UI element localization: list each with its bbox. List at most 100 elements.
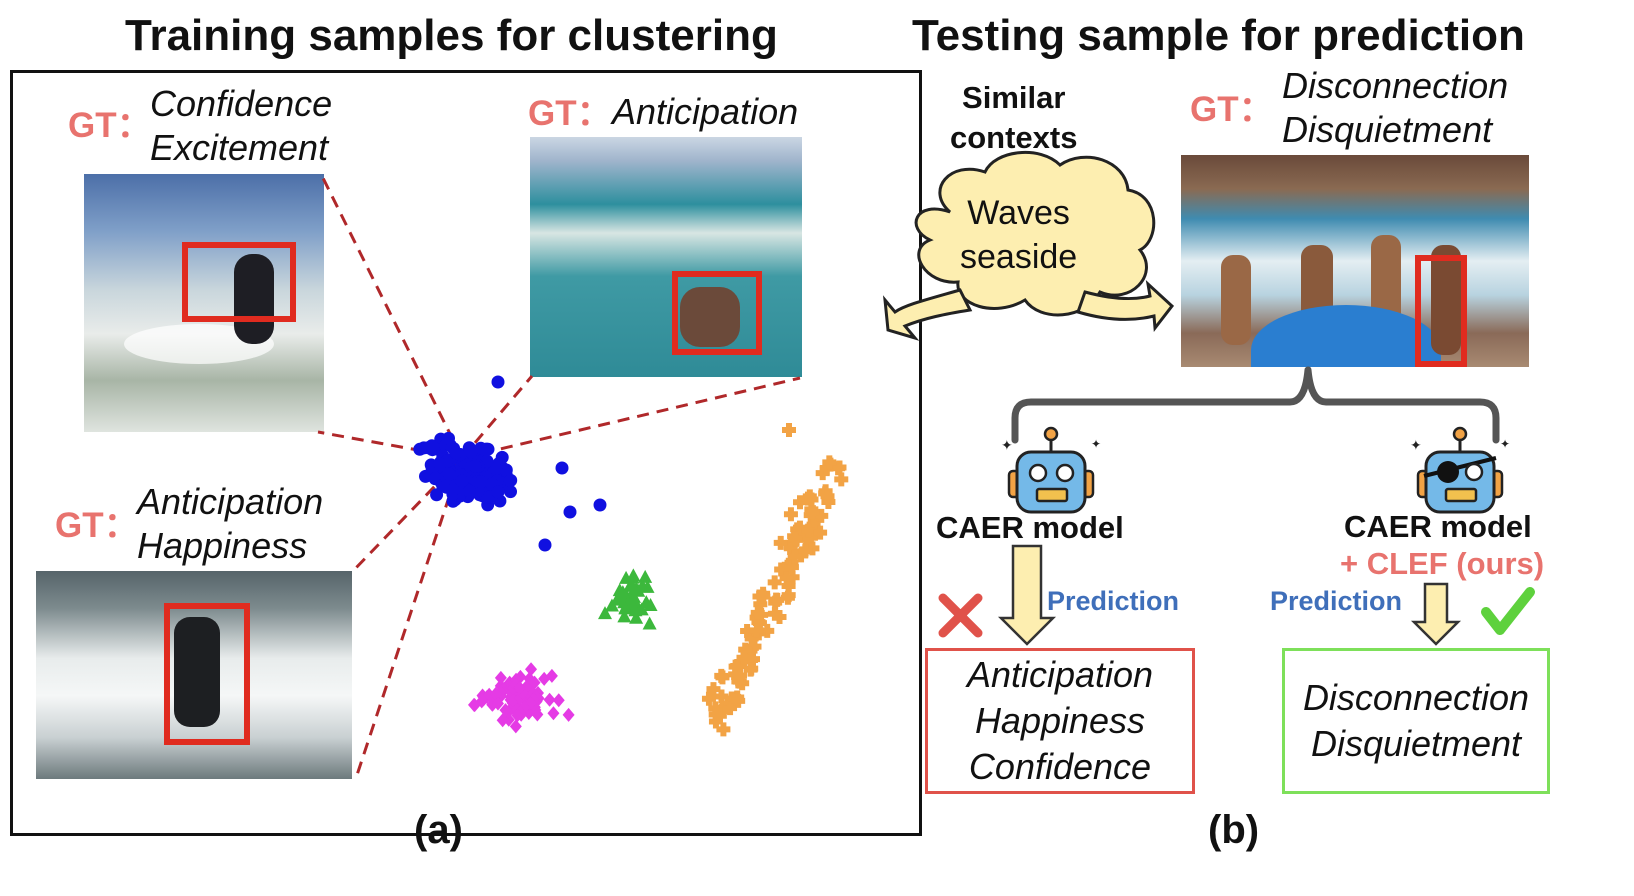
cluster-point-circle (504, 485, 517, 499)
test-emotion: Disconnection (1282, 65, 1509, 106)
cluster-point-triangle (615, 585, 630, 599)
clef-prediction-label: Prediction (1270, 586, 1403, 616)
cluster-point-circle (455, 474, 469, 488)
test-emotions: Disconnection Disquietment (1282, 64, 1508, 152)
cluster-point-diamond (511, 708, 524, 723)
cluster-point-diamond (513, 680, 526, 695)
cluster-point-plus (798, 544, 813, 559)
cluster-point-diamond (499, 703, 512, 718)
cluster-point-circle (433, 457, 447, 471)
cluster-point-plus (799, 532, 814, 547)
cluster-point-triangle (628, 603, 643, 617)
cluster-point-circle (555, 461, 569, 475)
test-emotion: Disquietment (1282, 108, 1493, 150)
cluster-point-plus (813, 525, 828, 540)
cluster-point-plus (743, 652, 758, 667)
clef-prediction-arrow (1410, 582, 1462, 646)
sample1-emotion: Excitement (150, 126, 329, 168)
cluster-point-diamond (489, 686, 502, 701)
cluster-point-circle (446, 483, 460, 497)
cluster-point-triangle (629, 610, 644, 624)
sample2-emotion: Anticipation (612, 91, 799, 132)
cluster-point-circle (425, 439, 439, 453)
cluster-point-triangle (604, 598, 619, 612)
cloud-shape (914, 150, 1156, 317)
cluster-point-plus (815, 466, 830, 481)
cluster-point-plus (753, 597, 768, 612)
clef-addon-label: + CLEF (ours) (1340, 546, 1545, 581)
cluster-point-diamond (468, 698, 481, 713)
cluster-point-plus (832, 460, 847, 475)
cluster-point-triangle (642, 616, 657, 630)
sample3-emotion: Anticipation (137, 481, 324, 522)
panel-a-title: Training samples for clustering (125, 11, 778, 60)
cluster-point-plus (714, 689, 729, 704)
cluster-point-triangle (618, 601, 633, 615)
svg-text:✦: ✦ (1410, 438, 1422, 454)
cluster-point-plus (723, 701, 738, 716)
cluster-point-plus (805, 541, 820, 556)
cluster-point-diamond (552, 693, 565, 708)
cluster-point-circle (491, 375, 505, 389)
check-icon (1481, 587, 1535, 635)
sample1-gt-label: GT： (68, 106, 152, 145)
cluster-point-plus (783, 507, 798, 522)
cluster-point-circle (468, 459, 482, 473)
cluster-point-circle (413, 442, 427, 456)
cluster-point-plus (781, 579, 796, 594)
cluster-point-plus (772, 610, 787, 625)
cluster-point-plus (706, 682, 721, 697)
sample2-emotions: Anticipation (612, 90, 798, 134)
panel-b-title: Testing sample for prediction (912, 11, 1525, 60)
cluster-point-triangle (638, 569, 653, 583)
cluster-point-circle (463, 484, 477, 498)
left-arrow (883, 288, 973, 341)
cluster-point-diamond (491, 696, 504, 711)
baseline-output-emotion: Anticipation (966, 654, 1154, 696)
cluster-point-plus (806, 517, 821, 532)
cluster-point-plus (787, 549, 802, 564)
baseline-prediction-arrow (997, 544, 1057, 646)
similar-contexts-label: Similar contexts (950, 78, 1077, 159)
cluster-point-plus (744, 631, 759, 646)
cluster-point-triangle (598, 606, 613, 620)
cluster-point-plus (728, 659, 743, 674)
cluster-point-diamond (543, 692, 556, 707)
cluster-point-plus (769, 592, 784, 607)
cluster-point-plus (708, 714, 723, 729)
cluster-point-plus (795, 526, 810, 541)
cluster-point-plus (760, 623, 775, 638)
clef-output-box: Disconnection Disquietment (1282, 648, 1550, 794)
cluster-point-plus (743, 662, 758, 677)
clef-output-emotion: Disquietment (1310, 723, 1522, 764)
cluster-point-diamond (547, 706, 560, 721)
cluster-point-circle (593, 498, 607, 512)
cluster-point-plus (801, 523, 816, 538)
cluster-point-plus (752, 616, 767, 631)
cluster-point-plus (767, 606, 782, 621)
cluster-point-plus (767, 575, 782, 590)
connector-line (320, 175, 464, 459)
cluster-point-circle (563, 505, 577, 519)
svg-text:✦: ✦ (1500, 437, 1510, 451)
context-line: contexts (950, 120, 1078, 156)
cluster-point-diamond (545, 668, 558, 683)
test-gt-label: GT： (1190, 90, 1274, 129)
sample3-bbox (164, 603, 250, 745)
cluster-point-plus (814, 508, 829, 523)
cluster-point-triangle (643, 598, 658, 612)
test-brace (1011, 366, 1500, 444)
cluster-point-plus (733, 668, 748, 683)
cluster-point-plus (788, 531, 803, 546)
connector-line (461, 376, 801, 460)
cluster-point-plus (782, 423, 796, 437)
clef-model-label: CAER model (1344, 509, 1532, 544)
sample1-surf-photo (84, 174, 324, 432)
cross-icon (938, 593, 983, 638)
sample2-bbox (672, 271, 762, 355)
cluster-point-circle (538, 538, 552, 552)
panel-a-label: (a) (414, 808, 463, 852)
connector-line (354, 457, 464, 779)
cluster-point-plus (773, 535, 788, 550)
baseline-prediction-label: Prediction (1047, 586, 1180, 616)
